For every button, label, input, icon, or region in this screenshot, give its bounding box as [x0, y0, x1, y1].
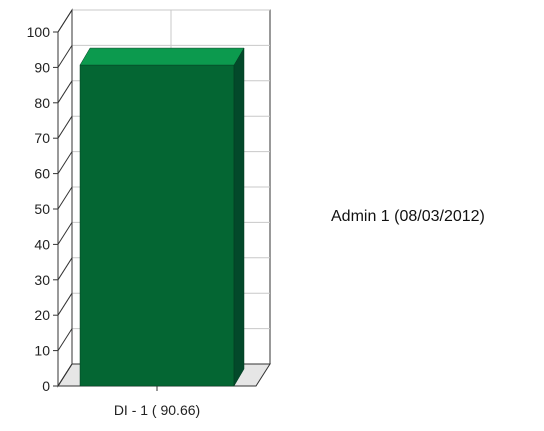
y-tick-label: 30	[34, 272, 50, 288]
legend-entry: Admin 1 (08/03/2012)	[331, 208, 485, 225]
y-tick-label: 100	[27, 24, 51, 40]
y-tick-label: 80	[34, 95, 50, 111]
y-tick-label: 20	[34, 307, 50, 323]
axis-depth-tick	[57, 80, 73, 104]
axis-depth-tick	[57, 45, 73, 68]
bar-top	[79, 47, 245, 66]
axes	[53, 8, 256, 391]
x-tick-label: DI - 1 ( 90.66)	[114, 402, 200, 418]
bar-front	[79, 64, 235, 387]
side-wall	[57, 8, 73, 388]
bars	[79, 47, 245, 387]
y-tick-label: 50	[34, 201, 50, 217]
y-tick-label: 0	[42, 378, 50, 394]
y-tick-label: 60	[34, 166, 50, 182]
y-tick-label: 90	[34, 59, 50, 75]
y-tick-label: 40	[34, 236, 50, 252]
axis-depth-tick	[57, 115, 73, 139]
axis-depth-tick	[57, 222, 73, 245]
y-tick-label: 70	[34, 130, 50, 146]
axis-depth-tick	[57, 151, 73, 174]
axis-depth-tick	[57, 257, 73, 281]
axis-depth-tick	[57, 292, 73, 316]
tick-labels: 0 10 20 30 40 50 60 70 80 90 100 DI - 1 ( 90.66)	[27, 24, 201, 418]
axis-depth-tick	[57, 186, 73, 210]
y-tick-label: 10	[34, 343, 50, 359]
axis-depth-tick	[57, 328, 73, 351]
bar-side	[233, 47, 245, 387]
